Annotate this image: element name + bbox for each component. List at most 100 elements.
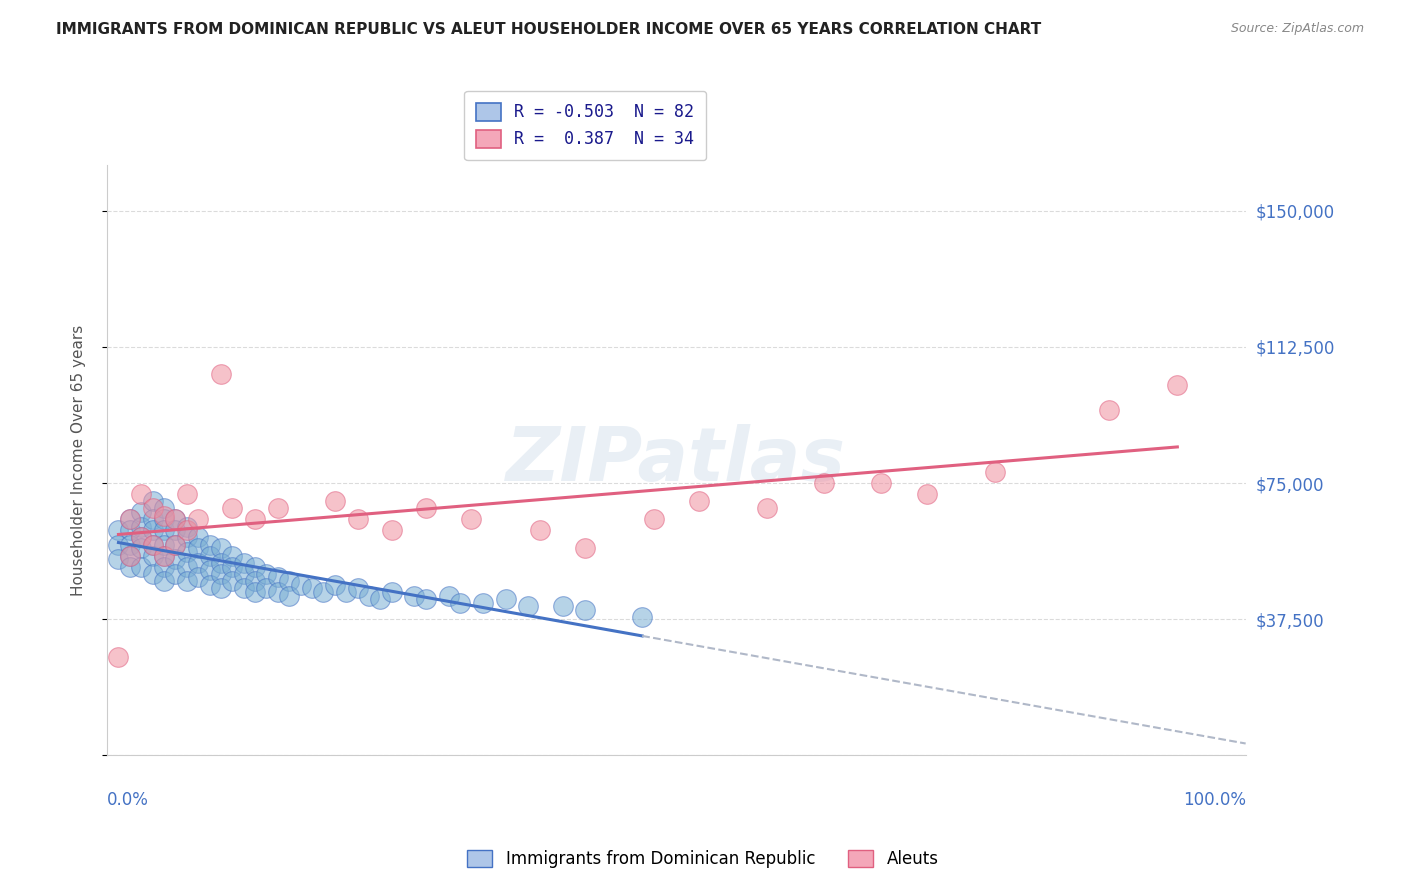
Y-axis label: Householder Income Over 65 years: Householder Income Over 65 years [72, 325, 86, 596]
Point [153, 549, 176, 563]
Point [176, 531, 198, 545]
Point [415, 501, 437, 516]
Point [346, 582, 368, 596]
Point [118, 512, 141, 526]
Point [107, 552, 129, 566]
Point [107, 650, 129, 665]
Point [165, 566, 187, 581]
Point [643, 512, 665, 526]
Point [107, 538, 129, 552]
Point [165, 523, 187, 537]
Text: 100.0%: 100.0% [1182, 790, 1246, 809]
Point [256, 566, 278, 581]
Point [165, 538, 187, 552]
Point [153, 523, 176, 537]
Point [165, 552, 187, 566]
Point [118, 549, 141, 563]
Point [574, 603, 596, 617]
Point [129, 519, 152, 533]
Point [984, 465, 1007, 479]
Point [529, 523, 551, 537]
Point [153, 549, 176, 563]
Legend: Immigrants from Dominican Republic, Aleuts: Immigrants from Dominican Republic, Aleu… [461, 843, 945, 875]
Point [107, 523, 129, 537]
Point [267, 501, 290, 516]
Point [129, 505, 152, 519]
Text: Source: ZipAtlas.com: Source: ZipAtlas.com [1230, 22, 1364, 36]
Point [357, 589, 380, 603]
Point [323, 577, 346, 591]
Point [495, 592, 517, 607]
Point [198, 549, 221, 563]
Point [129, 559, 152, 574]
Point [256, 582, 278, 596]
Text: IMMIGRANTS FROM DOMINICAN REPUBLIC VS ALEUT HOUSEHOLDER INCOME OVER 65 YEARS COR: IMMIGRANTS FROM DOMINICAN REPUBLIC VS AL… [56, 22, 1042, 37]
Point [460, 512, 482, 526]
Point [471, 596, 494, 610]
Point [404, 589, 426, 603]
Point [187, 541, 209, 556]
Point [142, 538, 165, 552]
Point [243, 585, 266, 599]
Point [198, 577, 221, 591]
Point [187, 512, 209, 526]
Point [187, 531, 209, 545]
Point [221, 501, 243, 516]
Point [153, 501, 176, 516]
Point [243, 574, 266, 588]
Point [142, 523, 165, 537]
Point [232, 582, 254, 596]
Point [449, 596, 471, 610]
Point [153, 559, 176, 574]
Point [335, 585, 357, 599]
Point [267, 570, 290, 584]
Point [813, 475, 835, 490]
Point [370, 592, 392, 607]
Point [129, 531, 152, 545]
Legend: R = -0.503  N = 82, R =  0.387  N = 34: R = -0.503 N = 82, R = 0.387 N = 34 [464, 91, 706, 160]
Point [209, 541, 232, 556]
Point [153, 512, 176, 526]
Point [243, 512, 266, 526]
Point [209, 367, 232, 381]
Point [153, 508, 176, 523]
Point [165, 512, 187, 526]
Point [118, 559, 141, 574]
Point [574, 541, 596, 556]
Point [290, 577, 312, 591]
Point [301, 582, 323, 596]
Point [437, 589, 460, 603]
Text: 0.0%: 0.0% [107, 790, 149, 809]
Point [312, 585, 335, 599]
Point [381, 585, 404, 599]
Point [142, 538, 165, 552]
Point [129, 541, 152, 556]
Point [688, 494, 710, 508]
Text: ZIPatlas: ZIPatlas [506, 424, 846, 497]
Point [631, 610, 654, 624]
Point [165, 512, 187, 526]
Point [142, 549, 165, 563]
Point [118, 523, 141, 537]
Point [118, 549, 141, 563]
Point [142, 566, 165, 581]
Point [209, 582, 232, 596]
Point [381, 523, 404, 537]
Point [129, 531, 152, 545]
Point [346, 512, 368, 526]
Point [278, 589, 301, 603]
Point [221, 549, 243, 563]
Point [153, 574, 176, 588]
Point [165, 538, 187, 552]
Point [232, 566, 254, 581]
Point [278, 574, 301, 588]
Point [118, 538, 141, 552]
Point [551, 599, 574, 614]
Point [187, 556, 209, 570]
Point [142, 494, 165, 508]
Point [142, 501, 165, 516]
Point [118, 512, 141, 526]
Point [1098, 403, 1121, 417]
Point [129, 487, 152, 501]
Point [198, 563, 221, 577]
